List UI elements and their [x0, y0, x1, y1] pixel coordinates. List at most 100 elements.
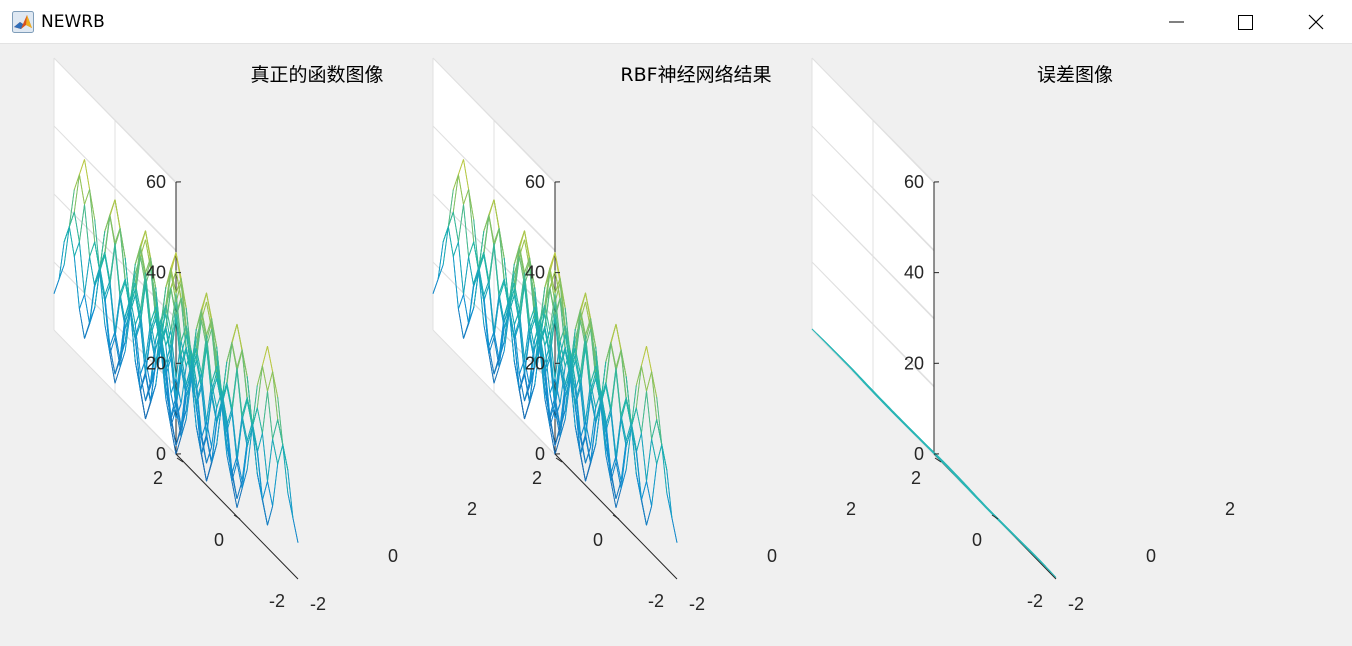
mesh-line [620, 415, 627, 441]
mesh-line [89, 256, 96, 287]
mesh-line [84, 294, 91, 324]
mesh-line [524, 278, 531, 332]
mesh-line [483, 301, 490, 354]
mesh-line [953, 472, 960, 479]
mesh-line [529, 360, 536, 402]
mesh-line [185, 378, 192, 420]
mesh-line [457, 294, 464, 310]
mesh-line [857, 375, 864, 381]
mesh-line [94, 219, 101, 272]
mesh-line [251, 422, 258, 450]
mesh-line [544, 363, 551, 416]
close-button[interactable] [1281, 0, 1351, 44]
mesh-line [231, 412, 238, 463]
mesh-line [493, 356, 500, 375]
mesh-line [473, 268, 480, 308]
mesh-line [513, 282, 520, 311]
mesh-line [513, 248, 520, 290]
mesh-line [200, 452, 207, 482]
mesh-line [549, 267, 556, 293]
mesh-line [139, 309, 146, 360]
mesh-line [246, 426, 253, 447]
z-tick-label: 20 [904, 353, 924, 373]
mesh-line [463, 256, 470, 295]
mesh-line [221, 394, 228, 446]
mesh-line [206, 461, 213, 482]
mesh-line [493, 366, 500, 384]
mesh-line [549, 426, 556, 455]
minimize-button[interactable] [1141, 0, 1211, 44]
window-titlebar[interactable]: NEWRB [0, 0, 1352, 44]
mesh-line [236, 323, 243, 350]
mesh-line [898, 416, 904, 423]
mesh-line [585, 433, 592, 462]
mesh-line [94, 266, 101, 284]
mesh-line [261, 345, 268, 366]
maximize-button[interactable] [1211, 0, 1281, 44]
mesh-line [811, 328, 818, 335]
mesh-line [195, 380, 202, 434]
mesh-line [73, 211, 80, 242]
mesh-line [231, 481, 238, 508]
mesh-line [503, 301, 510, 342]
mesh-line [630, 385, 637, 428]
mesh-line [145, 278, 152, 332]
mesh-line [104, 280, 111, 296]
mesh-line [129, 308, 136, 362]
mesh-line [68, 211, 75, 227]
mesh-line [134, 323, 141, 341]
mesh-line [109, 214, 116, 244]
mesh-line [180, 354, 187, 385]
mesh-line [615, 350, 622, 371]
mesh-line [913, 431, 920, 438]
mesh-line [635, 449, 642, 499]
mesh-line [124, 301, 131, 342]
mesh-line [134, 295, 141, 324]
mesh-line [821, 338, 828, 345]
mesh-line [256, 433, 263, 453]
mesh-line [231, 470, 238, 499]
mesh-line [554, 436, 561, 455]
mesh-line [524, 381, 531, 401]
mesh-line [155, 324, 162, 367]
mesh-line [195, 309, 202, 349]
mesh-line [610, 341, 617, 368]
mesh-line [236, 415, 243, 456]
mesh-line [529, 318, 536, 336]
mesh-line [452, 174, 459, 212]
mesh-line [150, 318, 157, 336]
mesh-line [165, 363, 172, 416]
mesh-line [852, 369, 859, 376]
mesh-line [483, 255, 490, 286]
mesh-line [585, 446, 592, 463]
mesh-line [175, 436, 182, 455]
mesh-line [104, 294, 111, 346]
plot-title: 误差图像 [1037, 64, 1113, 86]
mesh-line [165, 343, 172, 364]
mesh-line [53, 278, 60, 294]
mesh-line [68, 189, 75, 228]
mesh-line [129, 297, 136, 325]
mesh-line [190, 375, 197, 427]
mesh-line [170, 292, 177, 331]
mesh-line [483, 284, 490, 302]
mesh-line [498, 341, 505, 357]
mesh-line [635, 433, 642, 453]
mesh-line [78, 308, 85, 339]
mesh-line [272, 419, 279, 440]
mesh-line [615, 419, 622, 463]
mesh-line [559, 277, 566, 326]
mesh-line [518, 245, 525, 273]
mesh-line [630, 422, 637, 450]
mesh-line [175, 277, 182, 294]
mesh-line [585, 292, 592, 319]
mesh-line [94, 241, 101, 272]
mesh-line [180, 334, 187, 355]
mesh-line [231, 323, 238, 343]
mesh-line [452, 241, 459, 257]
mesh-line [473, 266, 480, 284]
mesh-line [211, 378, 218, 397]
